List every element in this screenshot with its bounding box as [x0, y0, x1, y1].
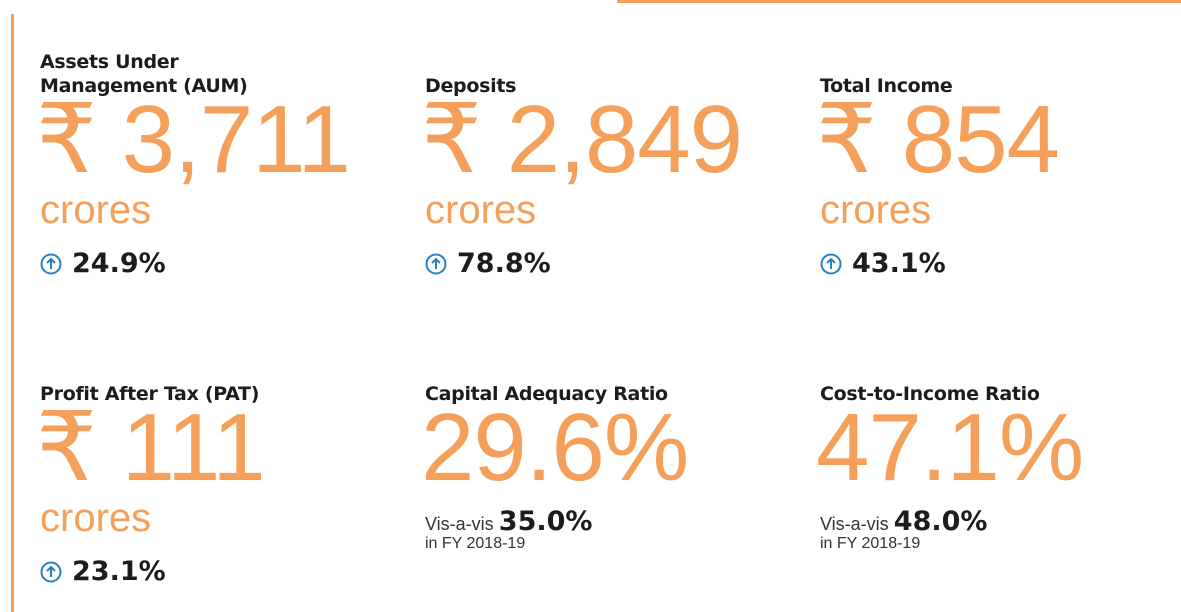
metric-value: ₹ 111 — [36, 394, 266, 501]
metric-unit: crores — [40, 188, 152, 232]
metric-growth: 78.8% — [425, 248, 551, 279]
metric-label: Deposits — [425, 75, 517, 97]
comparison-prefix: Vis-a-vis — [425, 514, 494, 534]
metric-value: ₹ 854 — [816, 86, 1060, 193]
comparison: Vis-a-vis 35.0% in FY 2018-19 — [425, 506, 592, 553]
metric-card: Deposits ₹ 2,849 crores 78.8% — [421, 42, 785, 302]
metric-unit: crores — [820, 188, 932, 232]
growth-value: 43.1% — [852, 248, 946, 279]
metric-label: Assets Under Management (AUM) — [40, 51, 248, 97]
side-rule — [11, 14, 14, 612]
comparison-value: 48.0% — [893, 506, 988, 537]
comparison-value: 35.0% — [498, 506, 593, 537]
up-arrow-icon — [820, 253, 842, 274]
metric-growth: 23.1% — [40, 556, 166, 587]
metric-card: Capital Adequacy Ratio 29.6% Vis-a-vis 35.… — [421, 350, 785, 610]
growth-value: 23.1% — [72, 556, 166, 587]
metric-label: Total Income — [820, 75, 953, 97]
comparison: Vis-a-vis 48.0% in FY 2018-19 — [820, 506, 987, 553]
metric-card: Total Income ₹ 854 crores 43.1% — [816, 42, 1180, 302]
metric-label: Cost-to-Income Ratio — [820, 383, 1040, 405]
growth-value: 24.9% — [72, 248, 166, 279]
metric-unit: crores — [40, 496, 152, 540]
metric-value: ₹ 2,849 — [421, 86, 743, 193]
top-rule — [617, 0, 1181, 3]
metric-value: 29.6% — [421, 394, 689, 501]
metric-label: Profit After Tax (PAT) — [40, 383, 260, 405]
metric-value: 47.1% — [816, 394, 1084, 501]
comparison-suffix: in FY 2018-19 — [425, 535, 526, 552]
metric-growth: 43.1% — [820, 248, 946, 279]
metric-unit: crores — [425, 188, 537, 232]
metric-label: Capital Adequacy Ratio — [425, 383, 668, 405]
metric-card: Assets Under Management (AUM) ₹ 3,711 cror… — [36, 42, 400, 302]
comparison-prefix: Vis-a-vis — [820, 514, 889, 534]
metric-growth: 24.9% — [40, 248, 166, 279]
metric-card: Cost-to-Income Ratio 47.1% Vis-a-vis 48.0%… — [816, 350, 1180, 610]
up-arrow-icon — [40, 561, 62, 582]
growth-value: 78.8% — [457, 248, 551, 279]
up-arrow-icon — [40, 253, 62, 274]
comparison-suffix: in FY 2018-19 — [820, 535, 921, 552]
metric-value: ₹ 3,711 — [36, 86, 351, 193]
up-arrow-icon — [425, 253, 447, 274]
metric-card: Profit After Tax (PAT) ₹ 111 crores 23.1% — [36, 350, 400, 610]
